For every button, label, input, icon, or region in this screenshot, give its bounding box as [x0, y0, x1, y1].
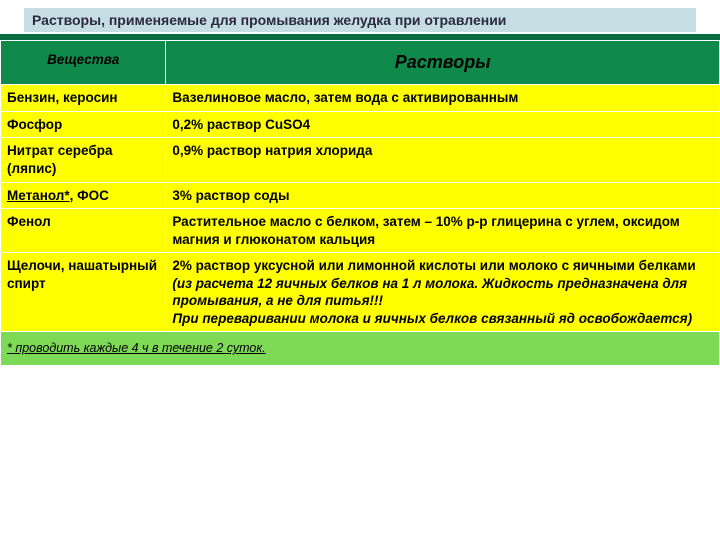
cell-solution: Растительное масло с белком, затем – 10%…: [166, 209, 720, 253]
table-row: Нитрат серебра (ляпис) 0,9% раствор натр…: [1, 138, 720, 182]
solution-plain: 2% раствор уксусной или лимонной кислоты…: [172, 258, 695, 273]
table-row: Метанол*, ФОС 3% раствор соды: [1, 182, 720, 209]
table-header-row: Вещества Растворы: [1, 41, 720, 85]
page-title: Растворы, применяемые для промывания жел…: [24, 8, 696, 32]
cell-solution: Вазелиновое масло, затем вода с активиро…: [166, 85, 720, 112]
cell-substance: Фенол: [1, 209, 166, 253]
cell-solution: 2% раствор уксусной или лимонной кислоты…: [166, 253, 720, 332]
methanol-label: Метанол*: [7, 188, 70, 203]
column-header-substance: Вещества: [1, 41, 166, 85]
column-header-solution: Растворы: [166, 41, 720, 85]
footnote-cell: * проводить каждые 4 ч в течение 2 суток…: [1, 332, 720, 365]
table-row: Фенол Растительное масло с белком, затем…: [1, 209, 720, 253]
footnote-text: * проводить каждые 4 ч в течение 2 суток…: [7, 341, 266, 355]
solutions-table: Вещества Растворы Бензин, керосин Вазели…: [0, 40, 720, 366]
table-row: Фосфор 0,2% раствор CuSO4: [1, 111, 720, 138]
cell-substance: Метанол*, ФОС: [1, 182, 166, 209]
cell-substance: Фосфор: [1, 111, 166, 138]
cell-solution: 0,9% раствор натрия хлорида: [166, 138, 720, 182]
cell-substance: Нитрат серебра (ляпис): [1, 138, 166, 182]
methanol-rest: , ФОС: [70, 188, 109, 203]
cell-substance: Щелочи, нашатырный спирт: [1, 253, 166, 332]
cell-solution: 0,2% раствор CuSO4: [166, 111, 720, 138]
solution-italic: (из расчета 12 яичных белков на 1 л моло…: [172, 276, 692, 326]
table-row: Бензин, керосин Вазелиновое масло, затем…: [1, 85, 720, 112]
table-row: Щелочи, нашатырный спирт 2% раствор уксу…: [1, 253, 720, 332]
cell-substance: Бензин, керосин: [1, 85, 166, 112]
footnote-row: * проводить каждые 4 ч в течение 2 суток…: [1, 332, 720, 365]
page-title-text: Растворы, применяемые для промывания жел…: [32, 12, 506, 28]
cell-solution: 3% раствор соды: [166, 182, 720, 209]
